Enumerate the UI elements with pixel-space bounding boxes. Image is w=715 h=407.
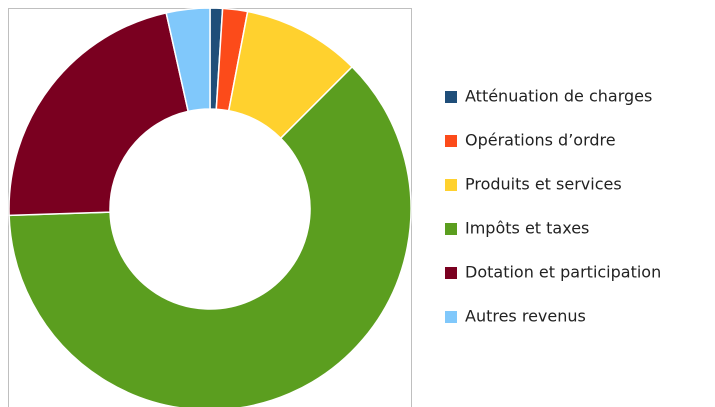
legend-swatch [445,311,457,323]
legend-swatch [445,267,457,279]
legend-label: Opérations d’ordre [465,131,616,150]
legend-swatch [445,179,457,191]
donut-slice [8,11,190,217]
legend-swatch [445,91,457,103]
legend-label: Atténuation de charges [465,87,652,106]
legend-label: Dotation et participation [465,263,661,282]
donut-slice [165,7,211,113]
legend-label: Impôts et taxes [465,219,589,238]
donut-slice [8,65,412,407]
legend-label: Autres revenus [465,307,586,326]
legend-swatch [445,223,457,235]
legend-swatch [445,135,457,147]
legend-label: Produits et services [465,175,622,194]
